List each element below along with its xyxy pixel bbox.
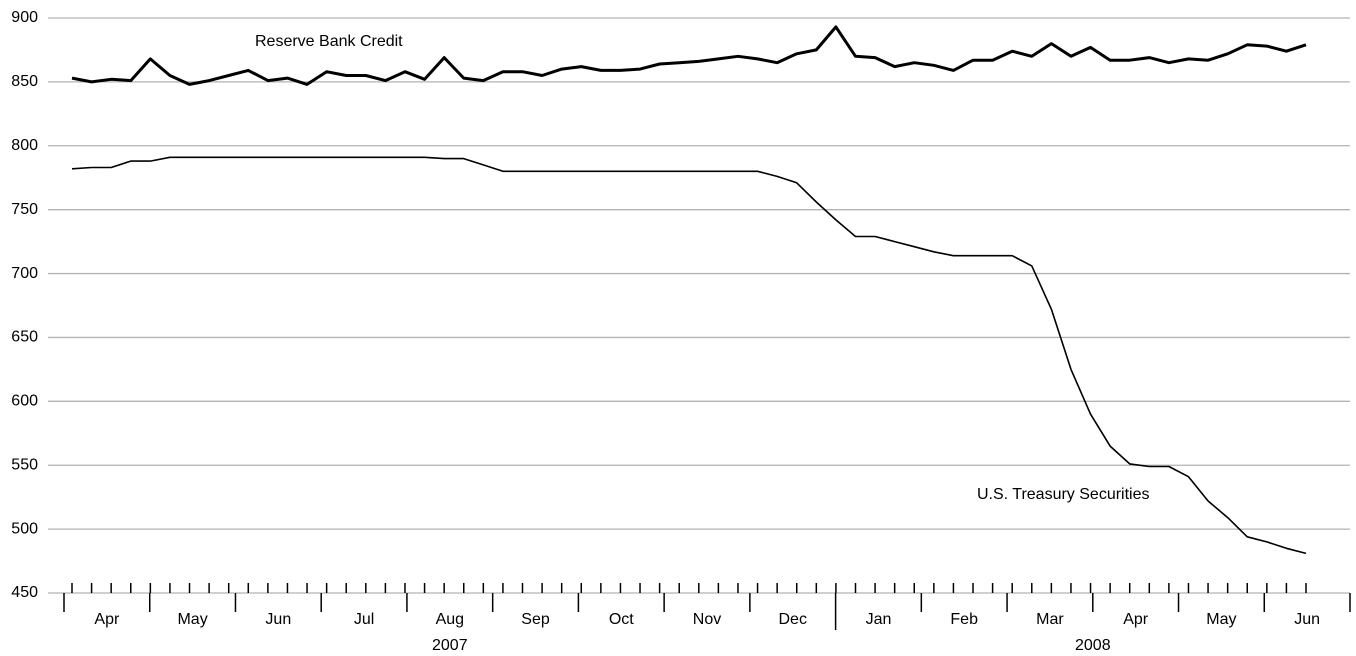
- y-tick-label: 650: [11, 329, 38, 346]
- x-tick-label: May: [1206, 611, 1236, 628]
- y-tick-label: 900: [11, 9, 38, 26]
- x-tick-label: Jun: [1294, 611, 1320, 628]
- x-tick-label: Dec: [779, 611, 807, 628]
- year-label: 2008: [1075, 637, 1111, 654]
- x-tick-label: Nov: [693, 611, 721, 628]
- x-tick-label: Jun: [265, 611, 291, 628]
- x-tick-label: May: [177, 611, 207, 628]
- x-tick-label: Oct: [609, 611, 634, 628]
- y-tick-label: 450: [11, 584, 38, 601]
- series-label: Reserve Bank Credit: [255, 33, 403, 50]
- y-tick-label: 750: [11, 201, 38, 218]
- y-tick-label: 800: [11, 137, 38, 154]
- series-label: U.S. Treasury Securities: [977, 486, 1150, 503]
- y-tick-label: 600: [11, 393, 38, 410]
- x-tick-label: Apr: [1123, 611, 1149, 628]
- y-tick-label: 700: [11, 265, 38, 282]
- x-tick-label: Mar: [1036, 611, 1064, 628]
- x-tick-label: Aug: [436, 611, 464, 628]
- series-line: [71, 25, 1307, 86]
- x-tick-label: Apr: [94, 611, 120, 628]
- y-tick-label: 850: [11, 73, 38, 90]
- y-tick-label: 550: [11, 456, 38, 473]
- x-tick-label: Sep: [521, 611, 550, 628]
- year-label: 2007: [432, 637, 468, 654]
- x-tick-label: Feb: [950, 611, 978, 628]
- x-tick-label: Jan: [866, 611, 892, 628]
- x-tick-label: Jul: [354, 611, 374, 628]
- y-tick-label: 500: [11, 520, 38, 537]
- series-line: [71, 156, 1307, 555]
